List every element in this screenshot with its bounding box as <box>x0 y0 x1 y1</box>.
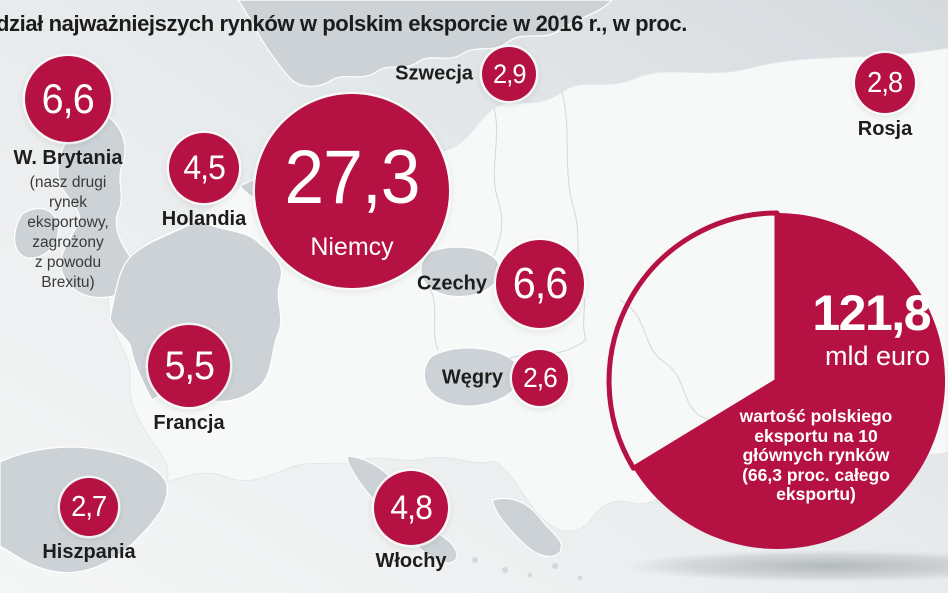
pie-filled-sector <box>633 213 946 549</box>
bubble-label: Niemcy <box>310 233 394 261</box>
bubble-hiszpania: 2,7 Hiszpania <box>42 478 136 563</box>
bubble-label: Węgry <box>441 366 503 389</box>
bubble-label: Szwecja <box>395 62 473 85</box>
bubble-value: 4,5 <box>183 149 226 187</box>
bubble-czechy: 6,6 Czechy <box>417 240 584 328</box>
bubble-label: Czechy <box>416 272 487 295</box>
bubble-label: W. Brytania <box>13 147 123 169</box>
bubble-value: 5,5 <box>164 344 214 388</box>
bubble-szwecja: 2,9 Szwecja <box>395 47 536 101</box>
greece-shape <box>491 497 562 557</box>
bubble-niemcy: 27,3 Niemcy <box>255 94 449 288</box>
pie-empty-sector-outline <box>606 210 780 471</box>
bubble-label: Hiszpania <box>42 541 136 563</box>
bubble-circle-czechy: 6,6 <box>496 240 584 328</box>
bubble-value: 2,8 <box>867 66 903 99</box>
bubble-circle-w-brytania: 6,6 <box>25 56 111 142</box>
hungary-shape <box>423 347 521 407</box>
czechy-shape <box>420 246 501 298</box>
bubble-value: 6,6 <box>41 75 95 122</box>
pie-description: wartość polskiego eksportu na 10 głównyc… <box>739 406 893 504</box>
bubble-circle-hiszpania: 2,7 <box>60 478 118 536</box>
pie-unit: mld euro <box>824 341 930 371</box>
bubble-circle-holandia: 4,5 <box>169 133 239 203</box>
bubble-circle-niemcy: 27,3 Niemcy <box>255 94 449 288</box>
bubble-circle-szwecja: 2,9 <box>482 47 536 101</box>
ireland-shape <box>14 207 60 259</box>
bubble-circle-francja: 5,5 <box>148 325 230 407</box>
bubble-label: Francja <box>153 412 225 434</box>
bubble-francja: 5,5 Francja <box>148 325 230 434</box>
bubble-value: 27,3 <box>284 135 420 220</box>
bubble-value: 2,9 <box>492 58 526 89</box>
bubble-holandia: 4,5 Holandia <box>162 133 246 230</box>
bubble-w-brytania: 6,6 W. Brytania (nasz drugi rynek ekspor… <box>14 56 122 291</box>
bubble-rosja: 2,8 Rosja <box>855 53 915 140</box>
bubble-circle-rosja: 2,8 <box>855 53 915 113</box>
pie-shadow <box>625 550 948 582</box>
bubble-value: 6,6 <box>512 259 569 308</box>
pie-value: 121,8 <box>812 285 931 341</box>
page-title: dział najważniejszych rynków w polskim e… <box>0 11 687 36</box>
scandinavia-shape <box>237 0 613 87</box>
bubble-note-brexit: (nasz drugi rynek eksportowy, zagrożony … <box>27 174 109 291</box>
bubble-label: Włochy <box>375 550 447 572</box>
bubble-circle-wegry: 2,6 <box>512 350 568 406</box>
island-dots <box>472 557 583 581</box>
bubble-value: 2,6 <box>523 362 558 393</box>
uk-shape <box>57 111 138 299</box>
bubble-value: 4,8 <box>390 489 433 527</box>
bubble-label: Holandia <box>161 208 247 230</box>
bubble-wegry: 2,6 Węgry <box>442 350 568 406</box>
bubble-wlochy: 4,8 Włochy <box>374 471 448 572</box>
bubble-label: Rosja <box>857 118 913 140</box>
bubble-value: 2,7 <box>71 490 107 523</box>
bubble-circle-wlochy: 4,8 <box>374 471 448 545</box>
